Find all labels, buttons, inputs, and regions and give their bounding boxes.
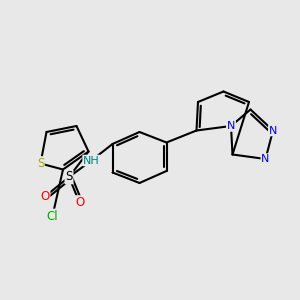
Text: Cl: Cl [47,209,58,223]
Text: N: N [261,154,270,164]
Text: NH: NH [83,155,100,166]
Text: N: N [227,121,235,131]
Text: O: O [40,190,50,203]
Text: S: S [65,170,73,184]
Text: S: S [37,157,44,170]
Text: N: N [269,125,277,136]
Text: O: O [75,196,84,209]
